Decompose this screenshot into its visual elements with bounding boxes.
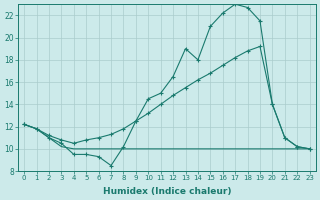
X-axis label: Humidex (Indice chaleur): Humidex (Indice chaleur) — [103, 187, 231, 196]
